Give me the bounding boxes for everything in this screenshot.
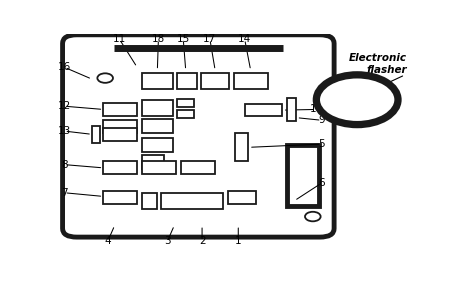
Bar <box>287 145 319 206</box>
Text: 10: 10 <box>310 105 323 114</box>
Text: 17: 17 <box>203 34 217 44</box>
Text: 5: 5 <box>318 139 325 149</box>
Text: 16: 16 <box>58 62 71 72</box>
Text: 15: 15 <box>177 34 190 44</box>
Text: 18: 18 <box>152 34 165 44</box>
Bar <box>245 104 282 116</box>
Bar <box>104 103 137 116</box>
Bar <box>201 73 229 89</box>
Text: 8: 8 <box>61 160 68 170</box>
Bar <box>142 155 164 169</box>
Bar <box>234 133 248 161</box>
Bar <box>228 191 256 203</box>
Text: 3: 3 <box>164 236 170 246</box>
Text: Electronic
flasher: Electronic flasher <box>349 53 407 75</box>
Bar <box>142 193 157 209</box>
Text: 6: 6 <box>318 178 325 188</box>
Text: 12: 12 <box>58 101 71 111</box>
Bar <box>104 128 137 141</box>
Text: 11: 11 <box>113 34 126 44</box>
Bar <box>234 73 268 89</box>
Text: 4: 4 <box>104 236 111 246</box>
Circle shape <box>316 75 398 124</box>
Text: 1: 1 <box>235 236 241 246</box>
Text: 13: 13 <box>58 126 71 136</box>
Text: 2: 2 <box>199 236 205 246</box>
Bar <box>104 120 137 133</box>
Bar <box>142 73 173 89</box>
Text: 14: 14 <box>238 34 251 44</box>
Text: 7: 7 <box>61 188 68 198</box>
Bar <box>181 161 215 174</box>
Bar <box>104 161 137 174</box>
Text: 9: 9 <box>318 115 325 125</box>
Bar <box>104 191 137 203</box>
Bar <box>177 73 197 89</box>
Bar <box>92 126 100 143</box>
Bar <box>177 110 194 118</box>
Bar <box>142 138 173 152</box>
Circle shape <box>305 212 321 221</box>
Bar <box>142 119 173 133</box>
Bar <box>142 100 173 116</box>
Bar <box>287 98 296 121</box>
Bar <box>142 161 176 174</box>
Bar <box>161 193 223 209</box>
FancyBboxPatch shape <box>63 35 334 237</box>
Circle shape <box>98 73 113 83</box>
Bar <box>177 99 194 107</box>
